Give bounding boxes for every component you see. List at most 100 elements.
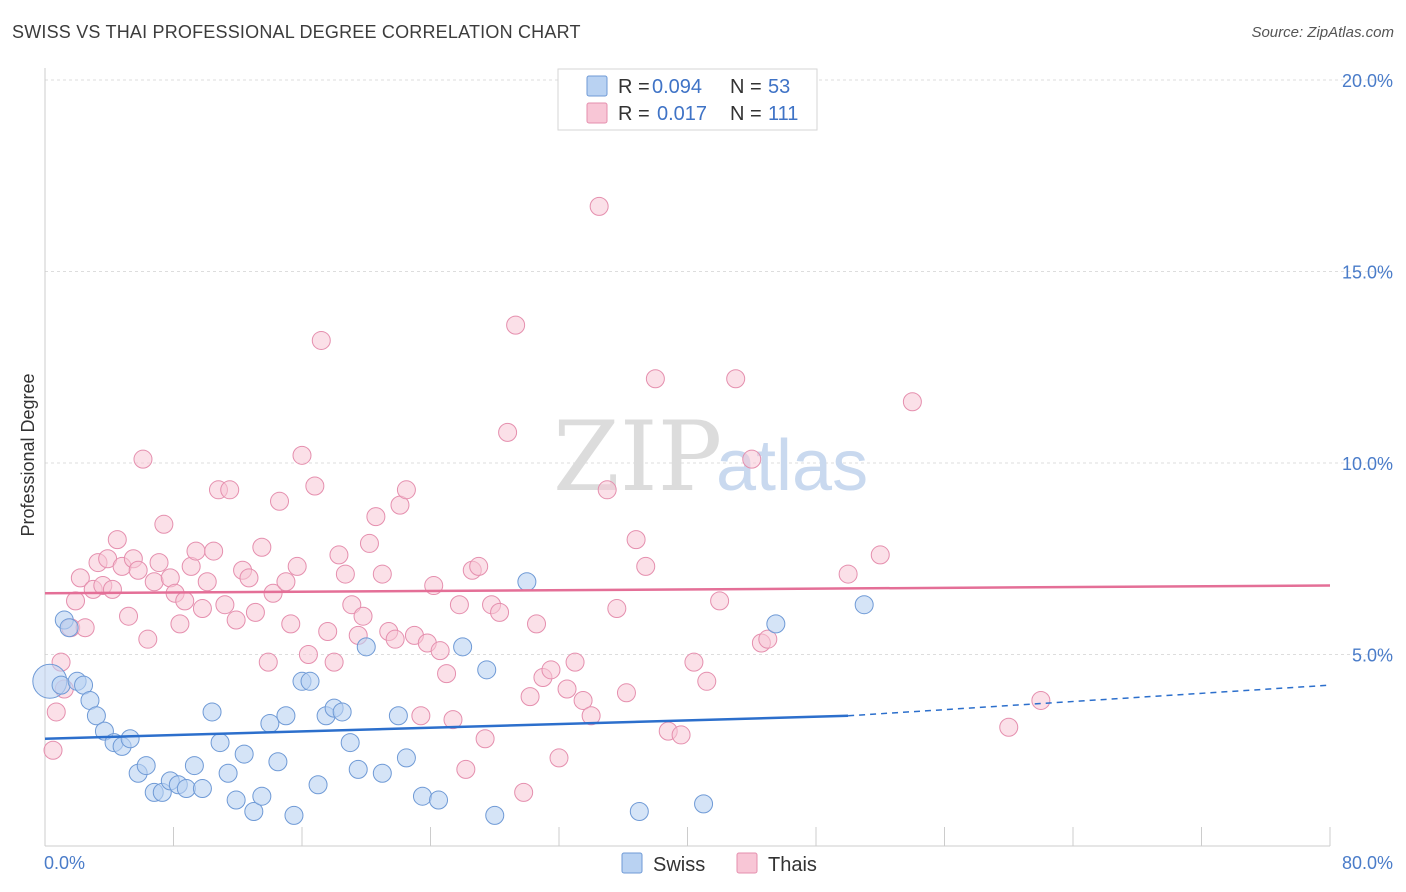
thai-point: [870, 545, 890, 565]
thai-point: [697, 671, 717, 691]
watermark-atlas: atlas: [716, 426, 868, 506]
swiss-point: [184, 756, 204, 776]
thai-point: [626, 530, 646, 550]
swiss-point: [308, 775, 328, 795]
thai-point: [170, 614, 190, 634]
thai-point: [192, 599, 212, 619]
source-credit: Source: ZipAtlas.com: [1251, 24, 1394, 41]
thai-point: [490, 602, 510, 622]
thai-point: [607, 599, 627, 619]
thai-point: [999, 717, 1019, 737]
y-axis-label: Professional Degree: [18, 373, 38, 536]
thai-point: [128, 560, 148, 580]
y-tick-label: 20.0%: [1342, 71, 1393, 91]
thai-point: [758, 629, 778, 649]
x-tick-label: 80.0%: [1342, 853, 1393, 873]
thai-point: [742, 449, 762, 469]
thai-point: [498, 422, 518, 442]
thai-point: [226, 610, 246, 630]
swiss-trend-extension: [848, 684, 1331, 717]
thai-point: [204, 541, 224, 561]
thai-point: [456, 759, 476, 779]
thai-point: [335, 564, 355, 584]
thai-point: [449, 595, 469, 615]
thai-point: [385, 629, 405, 649]
swiss-point: [766, 614, 786, 634]
thai-point: [710, 591, 730, 611]
watermark-zip: ZIP: [553, 401, 722, 513]
thai-point: [292, 445, 312, 465]
thai-point: [838, 564, 858, 584]
swiss-point: [477, 660, 497, 680]
thai-point: [107, 530, 127, 550]
thai-point: [589, 196, 609, 216]
thai-point: [298, 645, 318, 664]
swiss-point: [176, 779, 196, 799]
swiss-point: [372, 763, 392, 783]
thai-point: [411, 706, 431, 726]
swiss-point: [268, 752, 288, 772]
thai-point: [366, 507, 386, 527]
axes: [44, 68, 1331, 847]
thai-point: [215, 595, 235, 615]
thai-point: [149, 553, 169, 573]
x-tick-label: 0.0%: [44, 853, 85, 873]
legend-swiss-n-value: 53: [768, 76, 790, 98]
thai-point: [252, 537, 272, 557]
y-tick-label: 5.0%: [1352, 646, 1393, 666]
thai-point: [353, 606, 373, 626]
thai-point: [475, 729, 495, 749]
thai-point: [396, 480, 416, 500]
swiss-point: [59, 618, 79, 638]
thai-point: [565, 652, 585, 672]
legend-thai-r-label: R =: [618, 103, 650, 125]
swiss-point: [388, 706, 408, 726]
legend-thai-n-label: N =: [730, 103, 762, 125]
swiss-point: [244, 802, 264, 822]
swiss-point: [284, 805, 304, 825]
thai-point: [119, 606, 139, 626]
thai-point: [506, 315, 526, 335]
swiss-points: [32, 572, 874, 825]
thai-point: [197, 572, 217, 592]
thai-point: [514, 782, 534, 802]
thai-point: [581, 706, 601, 726]
thai-point: [324, 652, 344, 672]
thai-point: [636, 556, 656, 576]
swiss-point: [429, 790, 449, 810]
trend-lines: [44, 584, 1331, 741]
swiss-point: [86, 706, 106, 726]
thai-point: [318, 622, 338, 642]
thai-point: [270, 491, 290, 511]
swiss-point: [218, 763, 238, 783]
legend-swiss-n-label: N =: [730, 76, 762, 98]
legend-bottom: Swiss Thais: [621, 852, 817, 876]
thai-point: [902, 392, 922, 412]
swiss-point: [202, 702, 222, 722]
thai-point: [616, 683, 636, 703]
swiss-point: [252, 786, 272, 806]
swiss-point: [854, 595, 874, 615]
legend-thai-n-value: 111: [768, 103, 798, 125]
legend-top: R = 0.094 N = 53 R = 0.017 N = 111: [557, 68, 818, 131]
thai-point: [671, 725, 691, 745]
thai-point: [43, 740, 63, 760]
thai-point: [372, 564, 392, 584]
swiss-point: [192, 779, 212, 799]
thai-point: [573, 690, 593, 710]
swiss-point: [629, 802, 649, 822]
swiss-point: [517, 572, 537, 592]
thai-point: [329, 545, 349, 565]
legend-bottom-swiss-swatch: [621, 852, 643, 874]
legend-bottom-swiss-label: Swiss: [653, 854, 705, 876]
swiss-point: [120, 729, 140, 749]
legend-swiss-r-value: 0.094: [652, 76, 702, 98]
swiss-point: [234, 744, 254, 764]
swiss-point: [136, 756, 156, 776]
thai-point: [220, 480, 240, 500]
thai-point: [684, 652, 704, 672]
thai-point: [154, 514, 174, 534]
thai-point: [175, 591, 195, 611]
swiss-point: [51, 675, 71, 695]
